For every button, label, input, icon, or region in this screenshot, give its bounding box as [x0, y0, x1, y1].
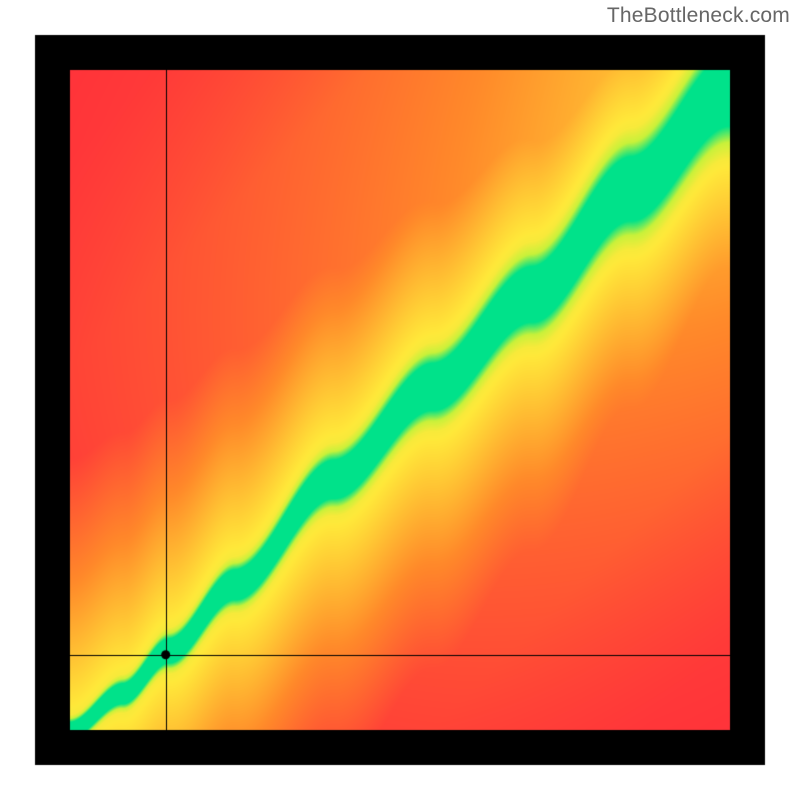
bottleneck-heatmap-canvas	[0, 0, 800, 800]
chart-container: TheBottleneck.com	[0, 0, 800, 800]
plot-wrap	[0, 0, 800, 800]
